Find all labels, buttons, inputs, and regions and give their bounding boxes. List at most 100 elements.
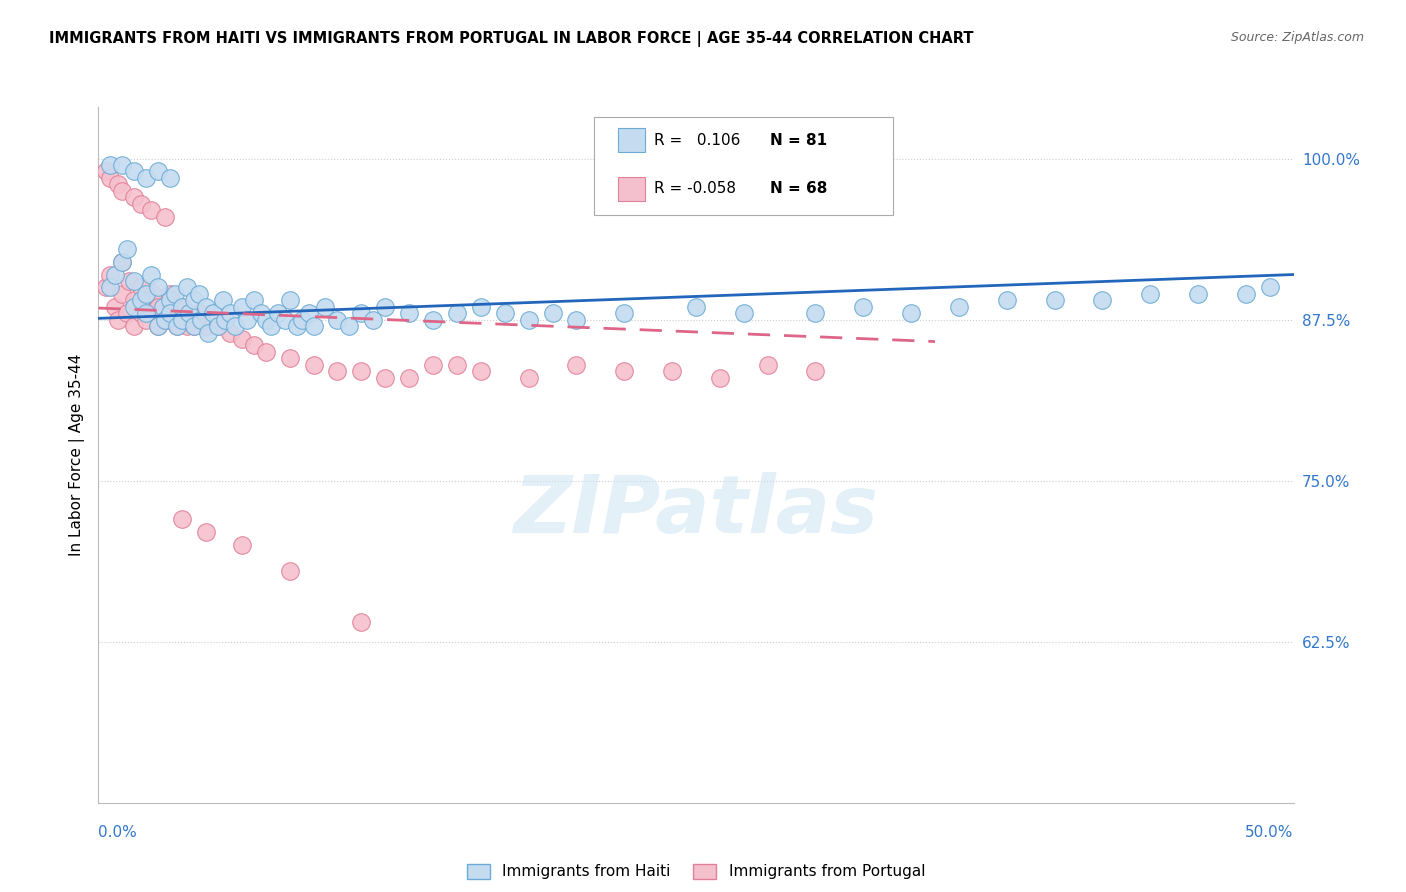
FancyBboxPatch shape	[595, 118, 893, 215]
Point	[194, 319, 217, 334]
Point	[163, 286, 186, 301]
Point	[183, 293, 205, 308]
Point	[470, 300, 492, 314]
Point	[107, 178, 129, 192]
Point	[302, 358, 325, 372]
Point	[190, 312, 212, 326]
Point	[142, 286, 165, 301]
Point	[278, 351, 301, 366]
Point	[254, 312, 277, 326]
Point	[202, 312, 225, 326]
Point	[613, 364, 636, 378]
Point	[111, 254, 134, 268]
Point	[172, 312, 194, 326]
Point	[326, 364, 349, 378]
Point	[1187, 286, 1209, 301]
Point	[517, 312, 540, 326]
Point	[124, 274, 146, 288]
Point	[363, 312, 385, 326]
Point	[235, 312, 257, 326]
Point	[350, 615, 373, 630]
Point	[98, 158, 122, 172]
Point	[231, 300, 253, 314]
Point	[183, 319, 205, 334]
Point	[422, 312, 444, 326]
Point	[139, 268, 162, 282]
Point	[111, 184, 134, 198]
Point	[115, 242, 138, 256]
Point	[231, 538, 253, 552]
Point	[163, 306, 186, 320]
Point	[98, 170, 122, 185]
Point	[107, 312, 129, 326]
Point	[176, 319, 198, 334]
Point	[804, 306, 827, 320]
Point	[207, 319, 229, 334]
Point	[166, 319, 188, 334]
Point	[148, 319, 170, 334]
Point	[1043, 293, 1066, 308]
Point	[179, 306, 201, 320]
Point	[267, 306, 290, 320]
Text: N = 81: N = 81	[770, 133, 827, 147]
Point	[948, 300, 970, 314]
Point	[179, 306, 201, 320]
Point	[159, 293, 181, 308]
Point	[202, 306, 225, 320]
Point	[733, 306, 755, 320]
Point	[104, 268, 127, 282]
Point	[111, 254, 134, 268]
Text: 0.0%: 0.0%	[98, 825, 138, 840]
Point	[155, 312, 177, 326]
Text: N = 68: N = 68	[770, 181, 828, 196]
Point	[159, 306, 181, 320]
Y-axis label: In Labor Force | Age 35-44: In Labor Force | Age 35-44	[69, 354, 84, 556]
Point	[1234, 286, 1257, 301]
Point	[172, 300, 194, 314]
Point	[1139, 286, 1161, 301]
Point	[98, 268, 122, 282]
Point	[131, 280, 153, 294]
Point	[94, 164, 117, 178]
Point	[804, 364, 827, 378]
Point	[685, 300, 707, 314]
Point	[152, 300, 174, 314]
Point	[111, 286, 134, 301]
Point	[115, 306, 138, 320]
Point	[285, 319, 308, 334]
Point	[350, 306, 373, 320]
Point	[219, 306, 242, 320]
Point	[148, 280, 170, 294]
Point	[135, 306, 157, 320]
Point	[135, 312, 157, 326]
Point	[183, 319, 205, 334]
Point	[104, 300, 127, 314]
Point	[398, 306, 420, 320]
Text: R =   0.106: R = 0.106	[654, 133, 741, 147]
Point	[1258, 280, 1281, 294]
Point	[350, 364, 373, 378]
Point	[231, 332, 253, 346]
Point	[374, 300, 396, 314]
Point	[337, 319, 360, 334]
Point	[422, 358, 444, 372]
Point	[135, 286, 157, 301]
Point	[565, 312, 588, 326]
Point	[661, 364, 683, 378]
Point	[243, 293, 266, 308]
Bar	[619, 128, 644, 153]
Point	[139, 203, 162, 218]
Point	[995, 293, 1018, 308]
Point	[139, 300, 162, 314]
Point	[900, 306, 922, 320]
Point	[326, 312, 349, 326]
Point	[254, 344, 277, 359]
Point	[446, 306, 468, 320]
Point	[290, 312, 312, 326]
Point	[250, 306, 273, 320]
Point	[148, 164, 170, 178]
Point	[98, 280, 122, 294]
Point	[613, 306, 636, 320]
Point	[131, 196, 153, 211]
Point	[852, 300, 875, 314]
